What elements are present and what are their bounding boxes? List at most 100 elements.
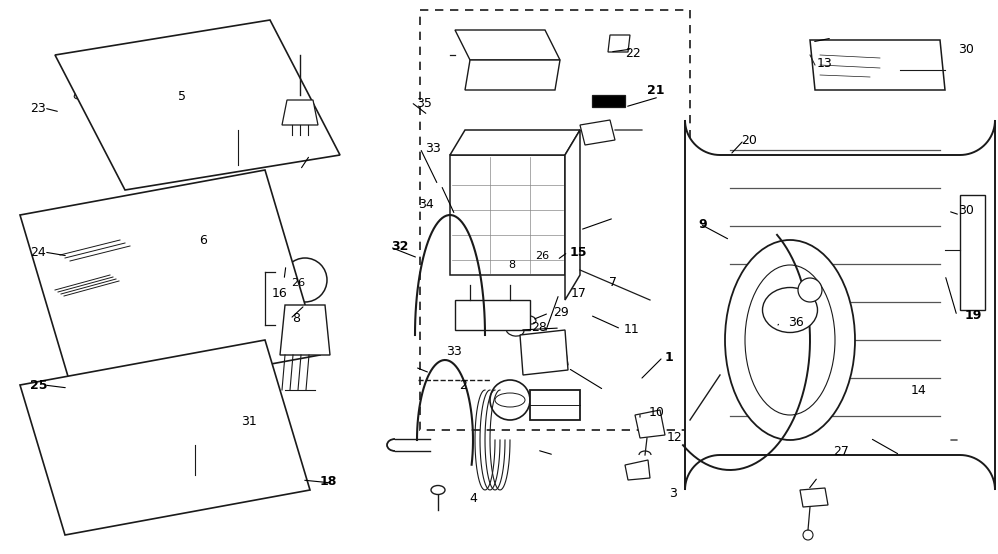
Text: 20: 20 [742, 134, 757, 147]
Ellipse shape [218, 429, 233, 440]
Text: 21: 21 [647, 84, 665, 97]
Polygon shape [282, 100, 318, 125]
Text: 26: 26 [535, 251, 549, 261]
Ellipse shape [524, 316, 536, 324]
Circle shape [803, 530, 813, 540]
Polygon shape [455, 30, 560, 60]
Text: 33: 33 [446, 345, 462, 358]
Ellipse shape [196, 81, 205, 89]
Circle shape [490, 380, 530, 420]
Polygon shape [608, 35, 630, 52]
Polygon shape [800, 488, 828, 507]
Ellipse shape [971, 210, 979, 220]
Ellipse shape [431, 485, 445, 495]
Circle shape [798, 278, 822, 302]
Ellipse shape [74, 71, 86, 79]
Ellipse shape [89, 418, 99, 424]
Text: 12: 12 [667, 431, 683, 444]
Polygon shape [778, 318, 802, 330]
Text: 25: 25 [30, 378, 48, 392]
Text: 29: 29 [553, 306, 569, 319]
Circle shape [951, 431, 969, 449]
Text: 10: 10 [649, 406, 665, 419]
Ellipse shape [231, 284, 250, 296]
Ellipse shape [506, 324, 524, 336]
Text: 2: 2 [459, 378, 467, 392]
Text: 8: 8 [292, 312, 300, 325]
Text: 18: 18 [319, 475, 336, 489]
Text: 4: 4 [469, 492, 477, 505]
Ellipse shape [234, 105, 247, 115]
Polygon shape [960, 195, 985, 310]
Ellipse shape [219, 317, 230, 326]
Ellipse shape [203, 310, 214, 319]
Ellipse shape [745, 265, 835, 415]
Polygon shape [465, 60, 560, 90]
Ellipse shape [762, 288, 817, 332]
Text: 7: 7 [609, 276, 617, 289]
Ellipse shape [138, 281, 162, 299]
Ellipse shape [249, 125, 261, 135]
Text: 3: 3 [669, 486, 677, 500]
Ellipse shape [77, 415, 87, 421]
Text: 13: 13 [816, 57, 832, 70]
Ellipse shape [209, 467, 222, 477]
Text: 36: 36 [788, 316, 804, 329]
Text: 30: 30 [958, 43, 974, 57]
Ellipse shape [227, 322, 238, 330]
Text: 5: 5 [178, 90, 186, 104]
Polygon shape [635, 410, 665, 438]
Polygon shape [450, 155, 565, 275]
Text: 31: 31 [242, 414, 257, 428]
Ellipse shape [113, 424, 123, 430]
Polygon shape [592, 95, 625, 107]
Ellipse shape [101, 420, 111, 427]
Polygon shape [530, 345, 568, 368]
Text: 8: 8 [508, 260, 515, 270]
Ellipse shape [209, 455, 222, 465]
Text: 34: 34 [418, 198, 434, 212]
Text: 16: 16 [271, 287, 287, 300]
Polygon shape [685, 120, 995, 490]
Polygon shape [580, 120, 615, 145]
Text: 6: 6 [200, 234, 208, 248]
Text: 14: 14 [910, 384, 926, 397]
Text: 35: 35 [416, 96, 432, 110]
Bar [420, 10, 690, 430]
Ellipse shape [495, 393, 525, 407]
Polygon shape [565, 130, 580, 300]
Circle shape [297, 322, 313, 338]
Text: 33: 33 [425, 142, 441, 155]
Text: 24: 24 [30, 245, 46, 259]
Text: 17: 17 [571, 287, 587, 300]
Polygon shape [280, 305, 330, 355]
Polygon shape [20, 340, 310, 535]
Ellipse shape [65, 412, 75, 418]
Ellipse shape [74, 91, 86, 99]
Polygon shape [625, 460, 650, 480]
Text: 19: 19 [964, 309, 981, 322]
Ellipse shape [209, 445, 222, 455]
Ellipse shape [256, 334, 273, 346]
Ellipse shape [195, 306, 206, 314]
Text: 26: 26 [291, 278, 305, 288]
Text: 30: 30 [958, 204, 974, 217]
Polygon shape [810, 40, 945, 90]
Text: 11: 11 [624, 323, 640, 336]
Text: 9: 9 [699, 218, 708, 231]
Ellipse shape [185, 422, 206, 438]
Polygon shape [455, 300, 530, 330]
Polygon shape [530, 390, 580, 420]
Text: 23: 23 [30, 101, 46, 115]
Text: 28: 28 [531, 321, 547, 335]
Ellipse shape [177, 84, 194, 96]
Text: 15: 15 [570, 245, 588, 259]
Ellipse shape [244, 115, 256, 125]
Circle shape [951, 206, 969, 224]
Ellipse shape [211, 314, 222, 322]
Ellipse shape [191, 268, 210, 282]
Text: 32: 32 [391, 240, 408, 253]
Polygon shape [450, 130, 580, 155]
Circle shape [283, 258, 327, 302]
Ellipse shape [971, 435, 979, 445]
